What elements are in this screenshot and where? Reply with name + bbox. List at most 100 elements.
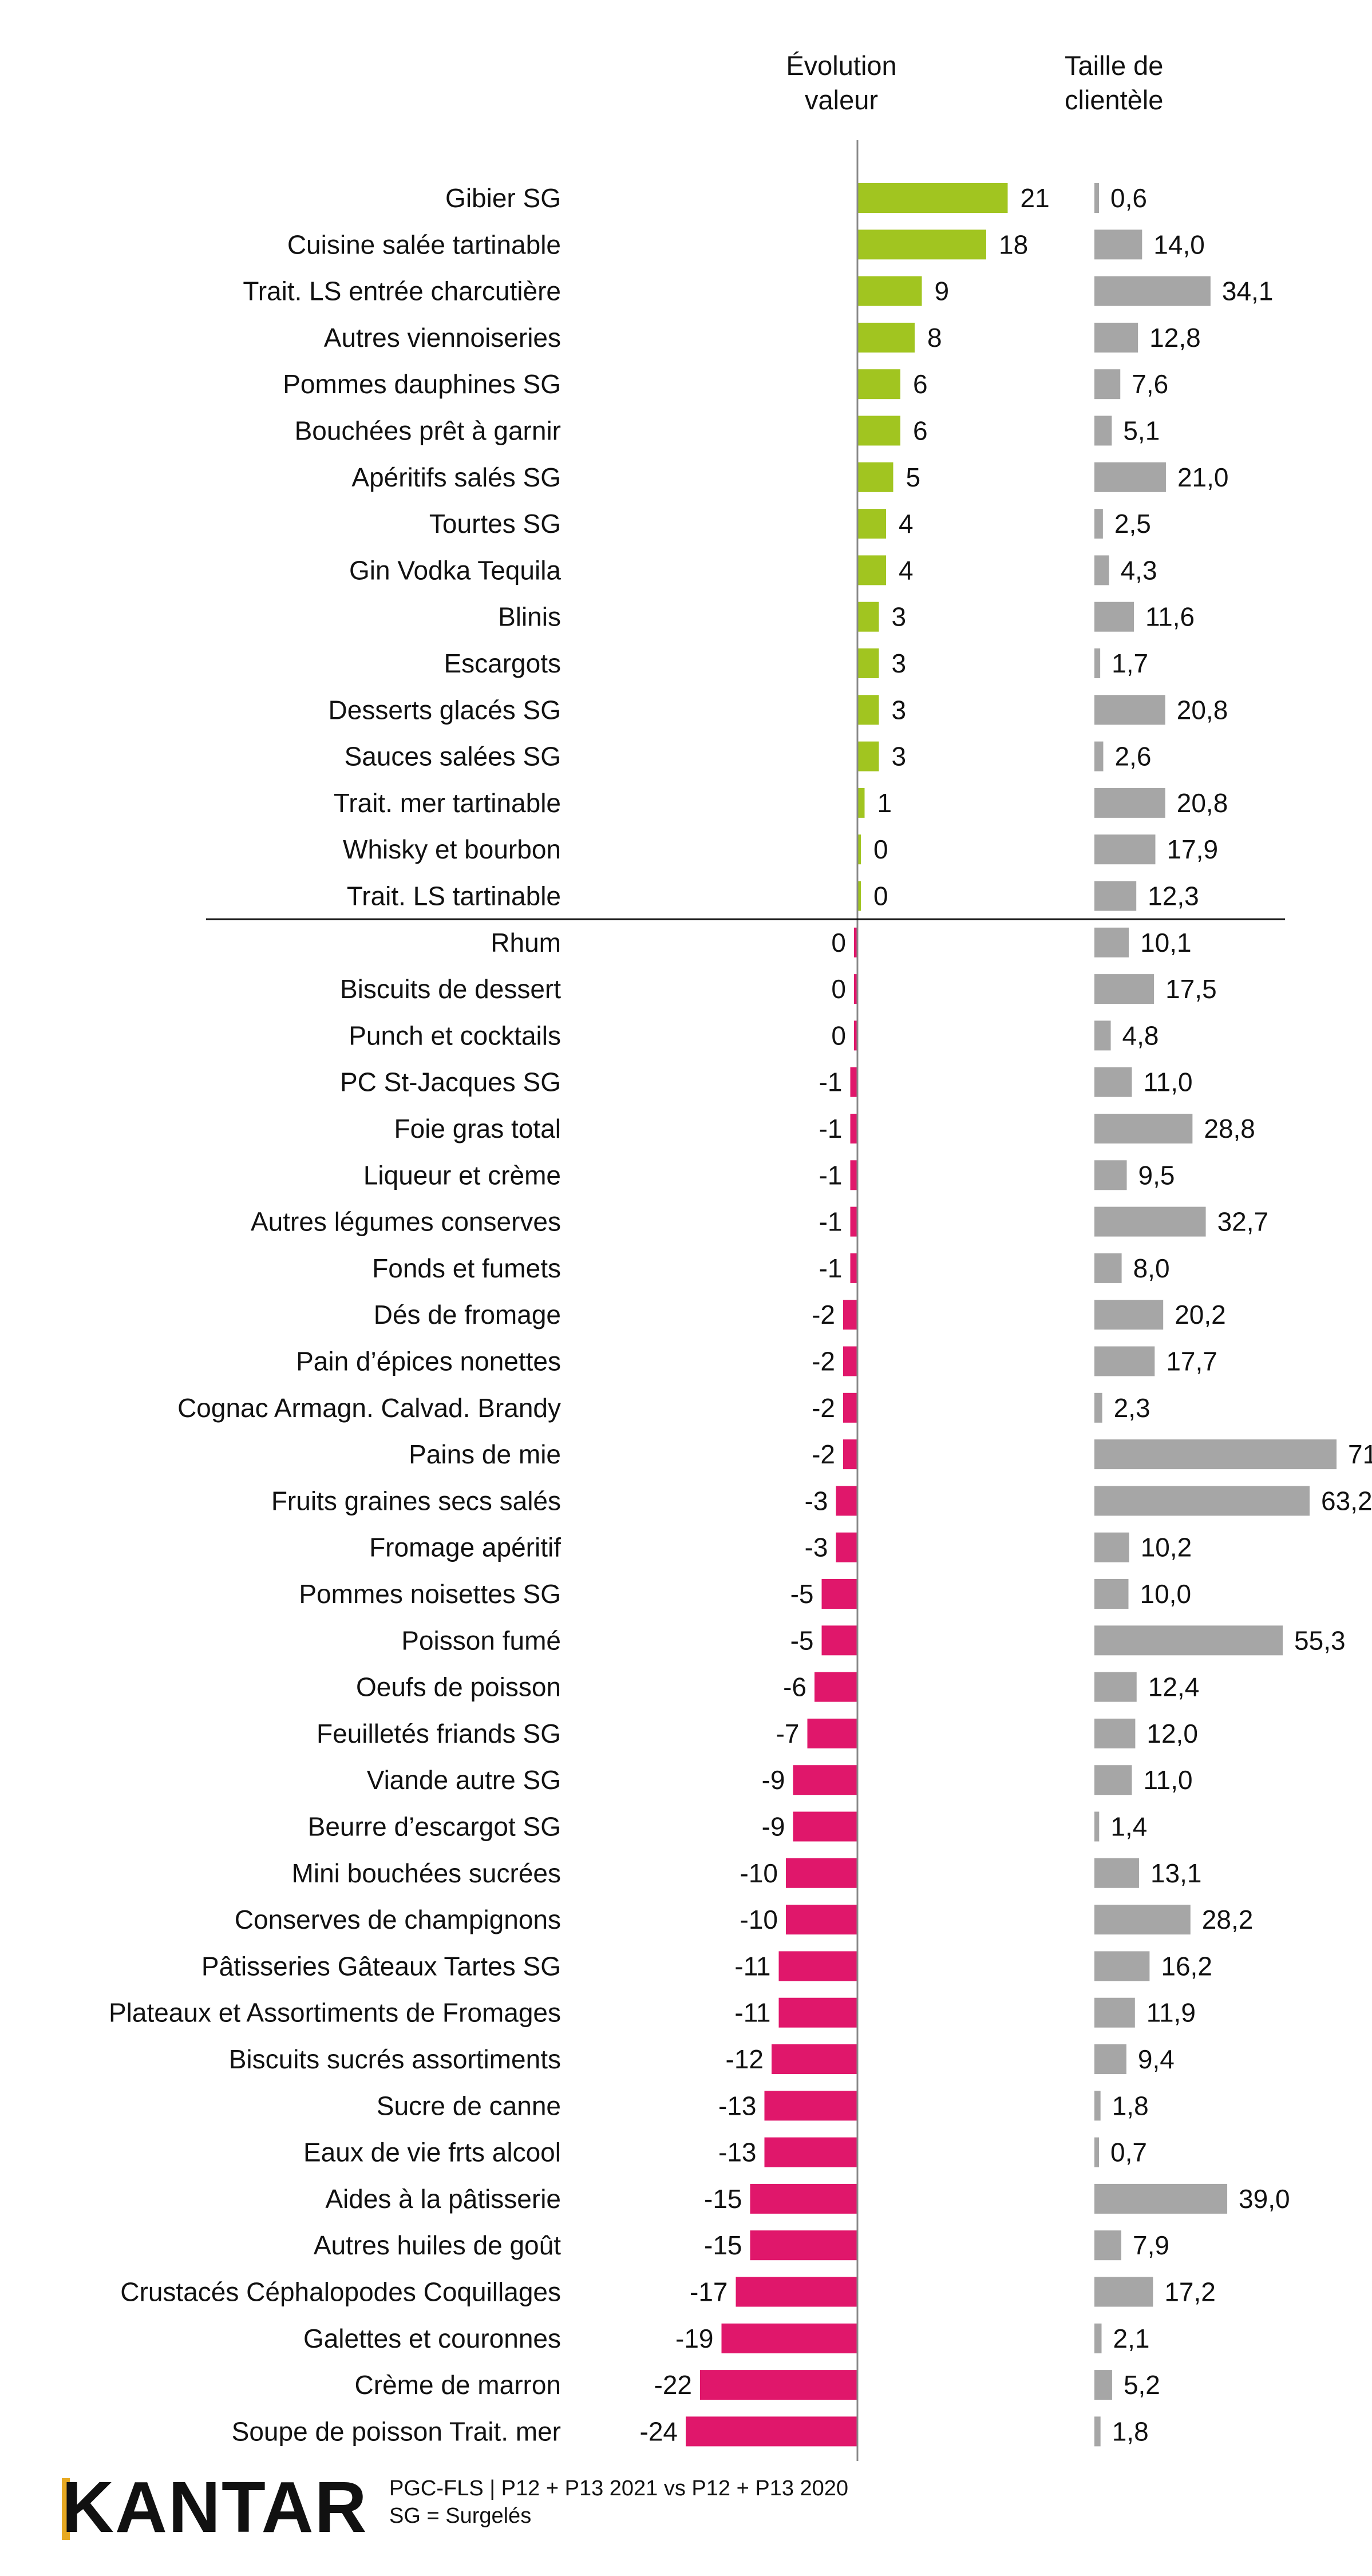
size-bar [1094, 1300, 1164, 1330]
size-value-label: 5,2 [1124, 2370, 1160, 2400]
size-value-label: 4,8 [1122, 1020, 1159, 1050]
evolution-bar [836, 1486, 857, 1516]
evolution-bar [854, 974, 857, 1004]
evolution-value-label: -2 [812, 1300, 835, 1329]
size-value-label: 11,0 [1143, 1765, 1192, 1795]
size-value-label: 20,8 [1177, 695, 1228, 725]
category-label: Blinis [498, 602, 561, 632]
size-bar [1094, 648, 1101, 678]
category-label: Crustacés Céphalopodes Coquillages [120, 2277, 561, 2307]
size-value-label: 1,4 [1110, 1812, 1147, 1842]
size-bar [1094, 1765, 1132, 1795]
category-label: Poisson fumé [401, 1625, 561, 1655]
evolution-bar [857, 695, 879, 725]
evolution-value-label: -10 [740, 1858, 778, 1888]
evolution-bar [857, 881, 861, 911]
evolution-bar [843, 1300, 857, 1330]
category-label: Gin Vodka Tequila [349, 555, 561, 585]
size-value-label: 17,7 [1166, 1347, 1217, 1376]
size-value-label: 12,8 [1149, 323, 1201, 353]
category-label: Trait. mer tartinable [334, 788, 561, 818]
evolution-value-label: -2 [812, 1393, 835, 1423]
evolution-column-header: Évolution valeur [786, 50, 897, 115]
evolution-bar [850, 1114, 857, 1143]
category-label: Whisky et bourbon [343, 834, 561, 864]
size-bar [1094, 1625, 1283, 1656]
size-value-label: 4,3 [1121, 555, 1157, 585]
evolution-value-label: -1 [819, 1207, 843, 1237]
evolution-bar [857, 509, 886, 539]
evolution-value-label: -5 [790, 1625, 814, 1655]
size-bar [1094, 1811, 1100, 1842]
evolution-value-label: 1 [877, 788, 892, 818]
size-bar [1094, 322, 1138, 353]
evolution-bar [857, 555, 886, 585]
size-bar [1094, 2323, 1102, 2353]
size-bar [1094, 974, 1154, 1004]
evolution-value-label: 0 [873, 834, 888, 864]
size-bar [1094, 462, 1166, 492]
category-label: Soupe de poisson Trait. mer [232, 2416, 561, 2446]
size-bar [1094, 834, 1156, 865]
evolution-value-label: 4 [899, 509, 914, 539]
evolution-bar [857, 602, 879, 632]
category-label: Mini bouchées sucrées [292, 1858, 561, 1888]
size-bar [1094, 602, 1134, 632]
size-value-label: 1,7 [1112, 648, 1148, 678]
evolution-bar [778, 1997, 857, 2028]
evolution-value-label: -2 [812, 1347, 835, 1376]
evolution-bar [764, 2091, 857, 2121]
category-label: Viande autre SG [367, 1765, 561, 1795]
evolution-bar [736, 2277, 857, 2307]
evolution-value-label: 6 [913, 369, 928, 399]
category-label: Sauces salées SG [345, 742, 561, 771]
evolution-value-label: -7 [776, 1719, 800, 1748]
evolution-bar [857, 788, 865, 818]
category-label: Pains de mie [409, 1439, 561, 1469]
size-value-label: 17,2 [1164, 2277, 1216, 2307]
evolution-value-label: -5 [790, 1579, 814, 1609]
size-value-label: 21,0 [1177, 462, 1229, 492]
size-bar [1094, 1672, 1137, 1702]
category-label: Trait. LS entrée charcutière [243, 276, 561, 306]
evolution-value-label: 6 [913, 416, 928, 446]
evolution-bar [850, 1160, 857, 1190]
size-value-label: 1,8 [1112, 2091, 1149, 2120]
category-label: Foie gras total [394, 1114, 561, 1143]
evolution-bar [857, 648, 879, 678]
kantar-logo-mark [62, 2478, 70, 2540]
size-value-label: 63,2 [1321, 1486, 1372, 1515]
size-bar [1094, 927, 1129, 957]
evolution-bar [821, 1579, 857, 1609]
evolution-bar [786, 1905, 857, 1935]
evolution-bar [786, 1858, 857, 1888]
category-label: Autres légumes conserves [251, 1207, 561, 1237]
evolution-bar [843, 1346, 857, 1376]
size-value-label: 12,4 [1148, 1672, 1200, 1702]
evolution-bar [857, 229, 986, 260]
category-label: Oeufs de poisson [356, 1672, 561, 1702]
evolution-bar [814, 1672, 857, 1702]
evolution-bar [772, 2044, 857, 2074]
size-bar [1094, 183, 1099, 213]
size-value-label: 10,0 [1140, 1579, 1192, 1609]
evolution-bar [857, 834, 861, 865]
size-bar [1094, 1718, 1136, 1748]
size-value-label: 0,6 [1110, 183, 1147, 213]
size-bar [1094, 881, 1137, 911]
category-label: Liqueur et crème [363, 1160, 561, 1190]
size-value-label: 11,9 [1146, 1998, 1196, 2028]
size-bar [1094, 229, 1142, 260]
evolution-bar [764, 2137, 857, 2167]
evolution-value-label: -13 [718, 2091, 756, 2120]
category-label: Apéritifs salés SG [351, 462, 561, 492]
evolution-bar [843, 1439, 857, 1470]
evolution-bar [807, 1718, 857, 1748]
category-label: Biscuits de dessert [340, 974, 561, 1004]
size-value-label: 13,1 [1150, 1858, 1202, 1888]
evolution-value-label: -9 [762, 1765, 785, 1795]
evolution-bar [843, 1392, 857, 1423]
evolution-value-label: -1 [819, 1114, 843, 1143]
size-bar [1094, 2091, 1101, 2121]
evolution-bar [721, 2323, 857, 2353]
